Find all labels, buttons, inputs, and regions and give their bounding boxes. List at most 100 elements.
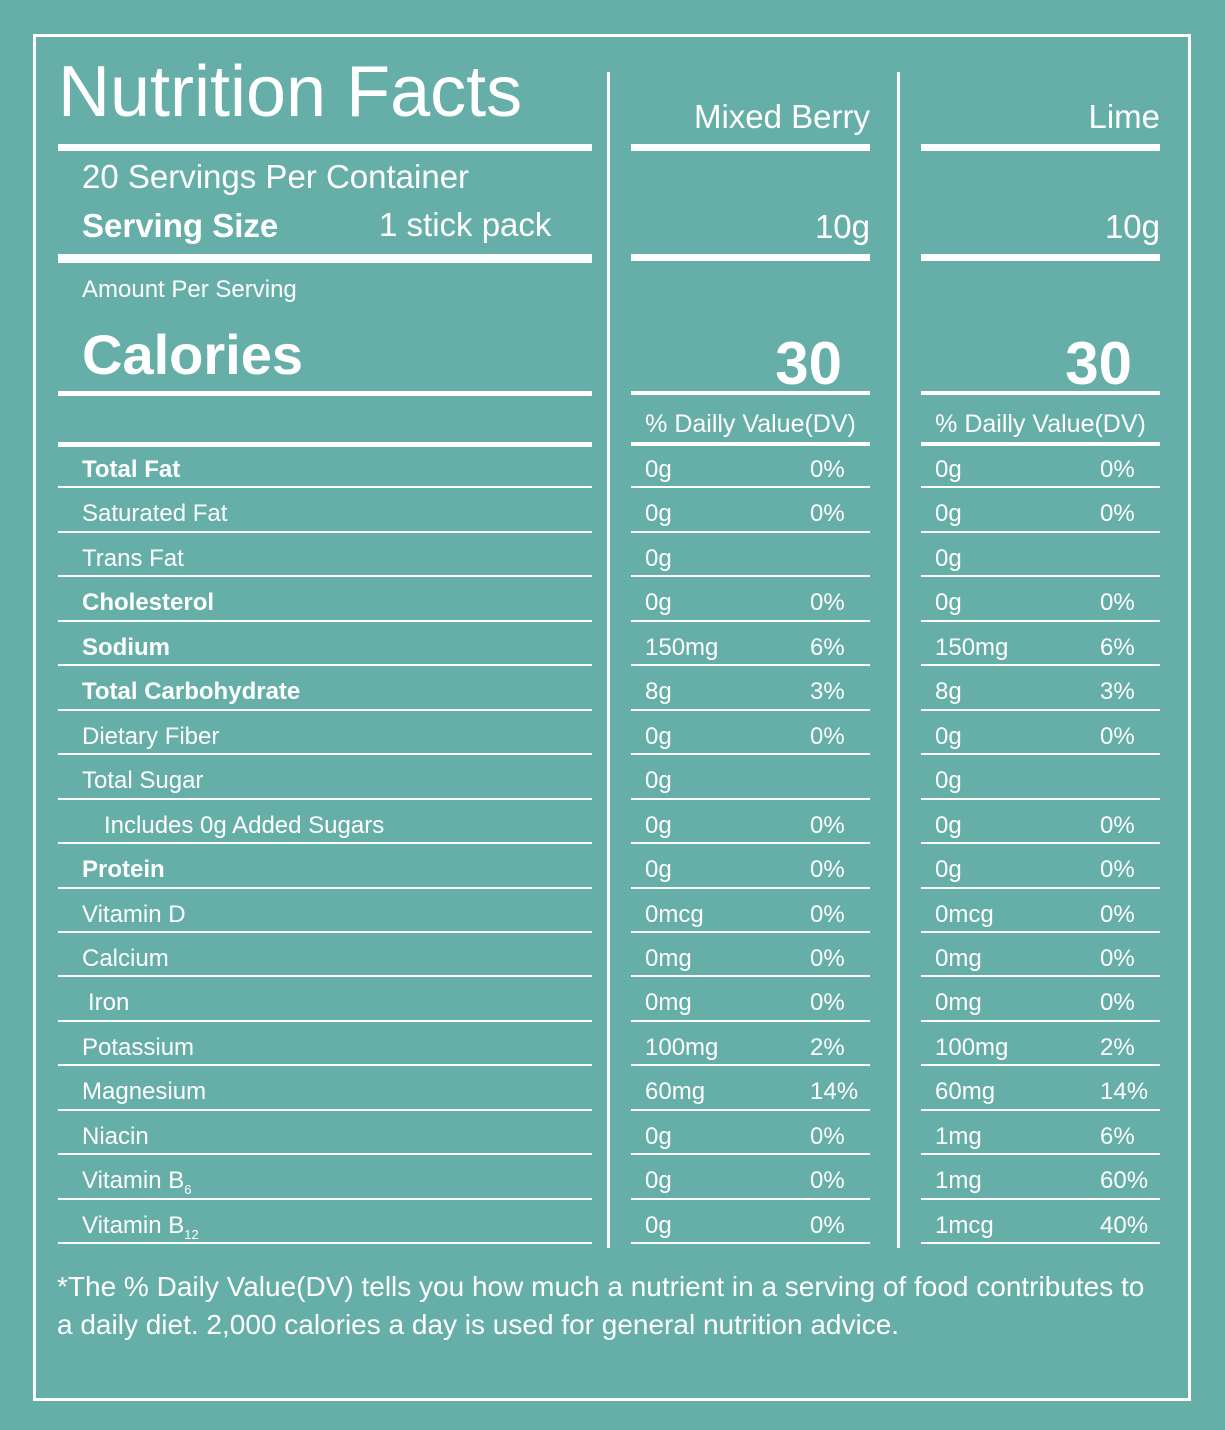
nutrient-amount: 0g	[645, 723, 672, 750]
divider	[921, 391, 1160, 395]
serving-size-value: 1 stick pack	[379, 206, 552, 243]
row-divider	[631, 753, 870, 755]
nutrient-daily-value: 0%	[1100, 901, 1135, 928]
nutrient-label: Dietary Fiber	[82, 723, 220, 750]
amount-per-serving: Amount Per Serving	[82, 276, 297, 303]
nutrient-daily-value: 3%	[1100, 678, 1135, 705]
row-divider	[58, 1198, 592, 1200]
row-divider	[58, 798, 592, 800]
nutrient-daily-value: 0%	[810, 456, 845, 483]
nutrient-amount: 0g	[935, 589, 962, 616]
row-divider	[921, 709, 1160, 711]
product-calories: 30	[1065, 330, 1132, 397]
row-divider	[921, 1153, 1160, 1155]
nutrient-label: Total Sugar	[82, 767, 204, 794]
servings-per-container: 20 Servings Per Container	[82, 158, 470, 195]
nutrient-label: Iron	[88, 989, 130, 1016]
row-divider	[58, 1064, 592, 1066]
nutrient-daily-value: 6%	[1100, 634, 1135, 661]
nutrient-daily-value: 0%	[810, 901, 845, 928]
nutrient-label: Cholesterol	[82, 589, 215, 616]
row-divider	[921, 664, 1160, 666]
row-divider	[58, 620, 592, 622]
divider	[921, 144, 1160, 151]
row-divider	[631, 709, 870, 711]
row-divider	[631, 842, 870, 844]
divider	[58, 254, 592, 263]
nutrient-amount: 0mg	[645, 945, 692, 972]
nutrient-label: Vitamin B6	[82, 1167, 192, 1197]
row-divider	[58, 709, 592, 711]
nutrient-label: Trans Fat	[82, 545, 184, 572]
nutrient-daily-value: 0%	[810, 589, 845, 616]
page-title: Nutrition Facts	[58, 52, 523, 132]
label-border	[33, 34, 1191, 1401]
nutrient-amount: 100mg	[645, 1034, 719, 1061]
nutrient-amount: 150mg	[645, 634, 719, 661]
nutrient-daily-value: 0%	[1100, 856, 1135, 883]
column-separator	[897, 72, 900, 1248]
row-divider	[921, 931, 1160, 933]
nutrient-amount: 0g	[935, 812, 962, 839]
row-divider	[58, 531, 592, 533]
nutrient-daily-value: 0%	[810, 1123, 845, 1150]
nutrient-daily-value: 0%	[1100, 456, 1135, 483]
nutrient-daily-value: 14%	[810, 1078, 859, 1105]
row-divider	[921, 1198, 1160, 1200]
nutrient-amount: 0g	[645, 1167, 672, 1194]
nutrient-amount: 0g	[935, 723, 962, 750]
nutrient-daily-value: 0%	[810, 989, 845, 1016]
product-serving-size: 10g	[1104, 208, 1160, 245]
nutrient-daily-value: 0%	[1100, 812, 1135, 839]
row-divider	[58, 1153, 592, 1155]
nutrient-amount: 0mcg	[935, 901, 994, 928]
row-divider	[58, 1020, 592, 1022]
nutrient-daily-value: 2%	[810, 1034, 845, 1061]
row-divider	[921, 620, 1160, 622]
divider	[631, 254, 870, 261]
row-divider	[631, 1153, 870, 1155]
row-divider	[58, 575, 592, 577]
row-divider	[921, 531, 1160, 533]
nutrient-daily-value: 0%	[1100, 589, 1135, 616]
product-serving-size: 10g	[814, 208, 870, 245]
row-divider	[631, 975, 870, 977]
row-divider	[631, 1198, 870, 1200]
row-divider	[631, 1109, 870, 1111]
nutrient-daily-value: 3%	[810, 678, 845, 705]
nutrient-amount: 60mg	[935, 1078, 996, 1105]
nutrient-amount: 0g	[645, 856, 672, 883]
product-name: Lime	[1088, 98, 1160, 135]
nutrient-label: Total Fat	[82, 456, 181, 483]
nutrient-amount: 0g	[935, 767, 962, 794]
row-divider	[921, 575, 1160, 577]
row-divider	[631, 1064, 870, 1066]
nutrient-amount: 0g	[935, 500, 962, 527]
nutrient-amount: 0mcg	[645, 901, 704, 928]
nutrient-daily-value: 0%	[810, 1167, 845, 1194]
nutrient-daily-value: 60%	[1100, 1167, 1149, 1194]
row-divider	[921, 887, 1160, 889]
nutrient-amount: 8g	[935, 678, 962, 705]
nutrient-label: Niacin	[82, 1123, 149, 1150]
divider	[58, 144, 592, 151]
row-divider	[58, 842, 592, 844]
row-divider	[58, 486, 592, 488]
nutrient-amount: 150mg	[935, 634, 1009, 661]
nutrient-amount: 0mg	[935, 989, 982, 1016]
nutrient-daily-value: 6%	[810, 634, 845, 661]
nutrient-daily-value: 0%	[1100, 945, 1135, 972]
nutrient-amount: 0g	[645, 545, 672, 572]
nutrient-amount: 1mg	[935, 1167, 982, 1194]
nutrient-label: Includes 0g Added Sugars	[104, 812, 385, 839]
nutrient-label: Calcium	[82, 945, 169, 972]
row-divider	[58, 931, 592, 933]
row-divider	[921, 1020, 1160, 1022]
row-divider	[631, 931, 870, 933]
nutrient-label: Sodium	[82, 634, 170, 661]
row-divider	[58, 975, 592, 977]
product-calories: 30	[775, 330, 842, 397]
product-name: Mixed Berry	[693, 98, 870, 135]
nutrient-daily-value: 0%	[810, 1212, 845, 1239]
nutrient-amount: 0g	[935, 856, 962, 883]
